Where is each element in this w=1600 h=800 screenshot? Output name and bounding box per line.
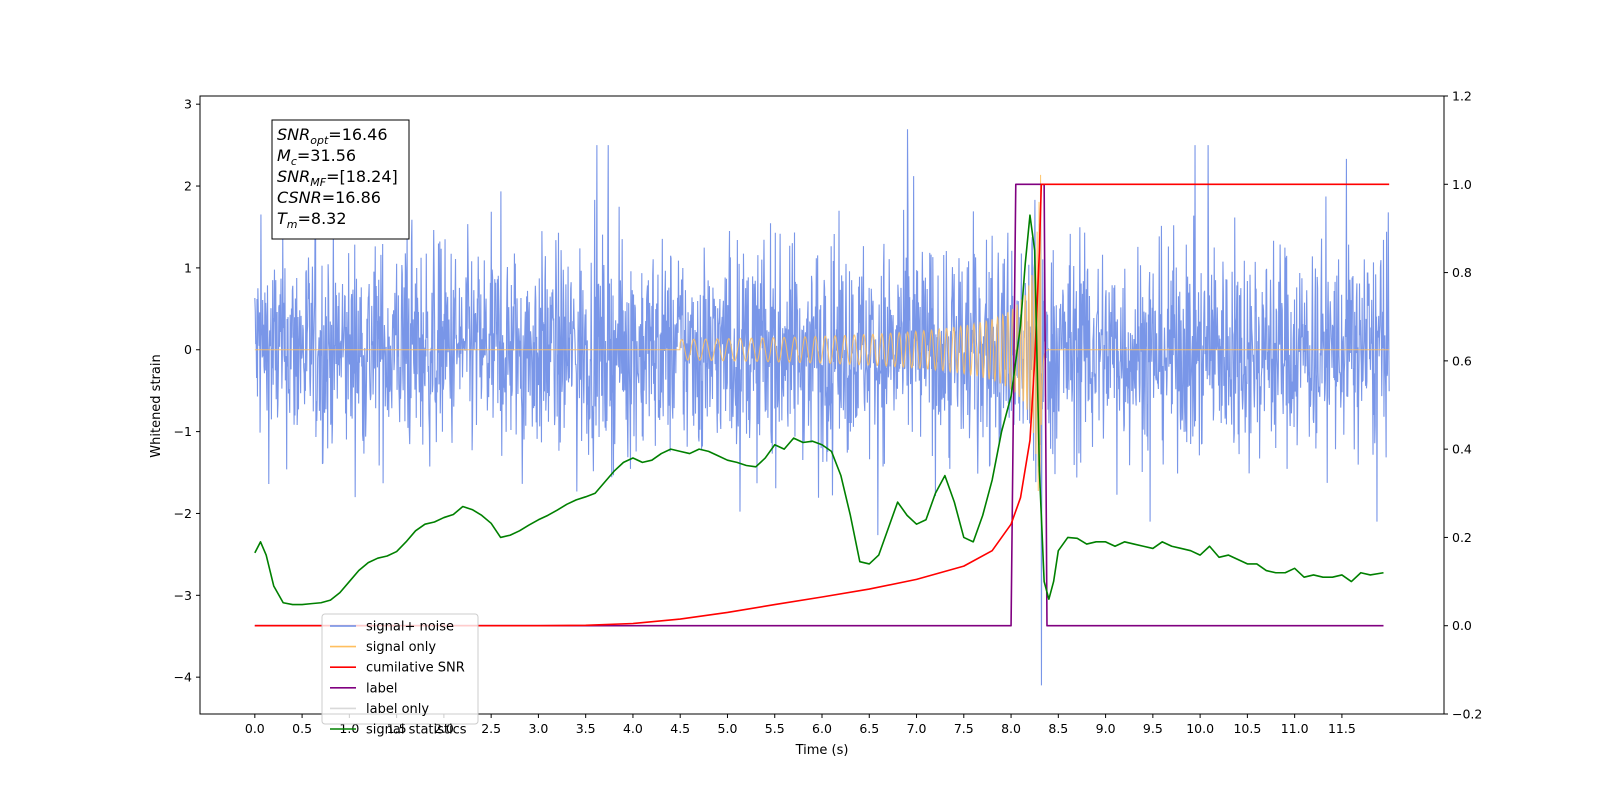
y-right-tick-label: 1.0 <box>1452 177 1472 192</box>
annotation-line: Tm=8.32 <box>277 209 347 231</box>
y-right-tick-label: 0.8 <box>1452 265 1472 280</box>
series-cumulative-snr <box>254 183 1390 627</box>
legend-entry-label: label only <box>366 702 429 717</box>
x-tick-label: 9.5 <box>1143 721 1163 736</box>
legend: signal+ noise signal only cumilative SNR la… <box>321 613 479 738</box>
y-axis-right-ticks: 1.2 1.0 0.8 0.6 0.4 0.2 0.0 −0.2 <box>1444 89 1482 722</box>
legend-entry-label: cumilative SNR <box>366 661 465 676</box>
x-tick-label: 5.5 <box>765 721 785 736</box>
y-right-tick-label: 1.2 <box>1452 89 1472 104</box>
series-layer <box>254 129 1390 686</box>
legend-entry-label: signal statistics <box>366 723 467 738</box>
y-left-tick-label: 0 <box>184 342 192 357</box>
x-tick-label: 0.0 <box>245 721 265 736</box>
x-tick-label: 9.0 <box>1096 721 1116 736</box>
y-right-tick-label: 0.6 <box>1452 353 1472 368</box>
x-tick-label: 5.0 <box>718 721 738 736</box>
legend-entry-label: signal+ noise <box>366 620 454 635</box>
x-tick-label: 8.0 <box>1001 721 1021 736</box>
y-left-tick-label: 2 <box>184 179 192 194</box>
annotation-line: SNRopt=16.46 <box>277 125 388 147</box>
series-signal-statistics <box>254 214 1384 606</box>
series-signal-only <box>254 174 1390 492</box>
y-axis-left-ticks: 3 2 1 0 −1 −2 −3 −4 <box>174 97 200 685</box>
y-right-tick-label: 0.2 <box>1452 530 1472 545</box>
x-tick-label: 1.5 <box>387 721 407 736</box>
annotation-line: CSNR=16.86 <box>277 188 381 207</box>
y-right-tick-label: 0.0 <box>1452 618 1472 633</box>
annotation-line: SNRMF=[18.24] <box>277 167 398 189</box>
y-left-tick-label: −2 <box>174 506 192 521</box>
legend-entry-label: label <box>366 681 397 696</box>
x-tick-label: 8.5 <box>1048 721 1068 736</box>
x-tick-label: 10.0 <box>1186 721 1214 736</box>
x-tick-label: 7.5 <box>954 721 974 736</box>
y-left-tick-label: −3 <box>174 588 192 603</box>
y-left-tick-label: −1 <box>174 424 192 439</box>
series-signal-noise <box>254 129 1390 686</box>
x-tick-label: 10.5 <box>1233 721 1261 736</box>
y-axis-label: Whitened strain <box>149 354 164 457</box>
x-tick-label: 11.0 <box>1281 721 1309 736</box>
x-tick-label: 2.0 <box>434 721 454 736</box>
y-left-tick-label: 3 <box>184 97 192 112</box>
y-left-tick-label: 1 <box>184 260 192 275</box>
annotation-line: Mc=31.56 <box>277 146 356 168</box>
annotation-box: SNRopt=16.46Mc=31.56SNRMF=[18.24]CSNR=16… <box>271 119 410 240</box>
y-left-tick-label: −4 <box>174 670 192 685</box>
x-tick-label: 11.5 <box>1328 721 1356 736</box>
x-axis-label: Time (s) <box>795 743 849 758</box>
x-tick-label: 4.0 <box>623 721 643 736</box>
x-tick-label: 3.5 <box>576 721 596 736</box>
y-right-tick-label: 0.4 <box>1452 442 1472 457</box>
x-axis-ticks: 0.0 0.5 1.0 1.5 2.0 2.5 3.0 3.5 4.0 4.5 5.0 5.5 6.0 6… <box>245 714 1356 736</box>
y-right-tick-label: −0.2 <box>1452 707 1482 722</box>
x-tick-label: 3.0 <box>528 721 548 736</box>
x-tick-label: 6.0 <box>812 721 832 736</box>
series-label <box>254 183 1384 627</box>
legend-entry-label: signal only <box>366 640 436 655</box>
x-tick-label: 7.0 <box>907 721 927 736</box>
x-tick-label: 6.5 <box>859 721 879 736</box>
x-tick-label: 2.5 <box>481 721 501 736</box>
x-tick-label: 0.5 <box>292 721 312 736</box>
x-tick-label: 4.5 <box>670 721 690 736</box>
